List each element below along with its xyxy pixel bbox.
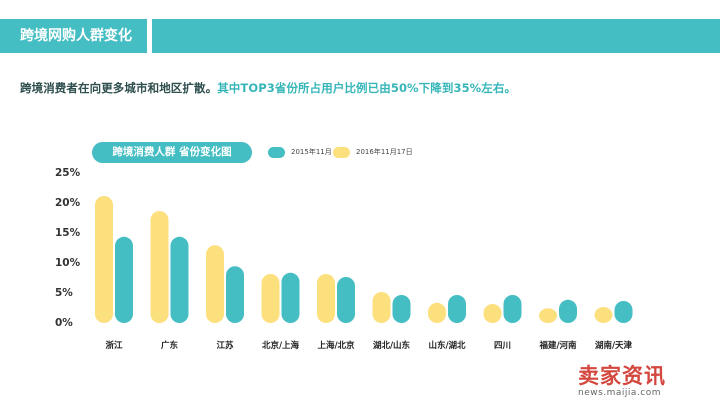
bar-2016 [428, 302, 446, 323]
watermark-url: news.maijia.com [578, 388, 662, 398]
bar-2015 [559, 299, 577, 323]
bar-2016 [95, 196, 113, 323]
x-tick-label: 浙江 [105, 340, 123, 351]
bar-2016 [372, 292, 391, 323]
bar-2015 [226, 266, 244, 323]
bar-2015 [614, 301, 633, 323]
x-tick-label: 四川 [494, 341, 511, 351]
y-tick-label: 20% [55, 197, 81, 209]
legend-item-2015: 2015年11月 [268, 145, 332, 159]
legend-label-2015: 2015年11月 [291, 148, 332, 156]
bar-2016 [539, 308, 557, 323]
chart-title: 跨境消费人群 省份变化图 [92, 142, 252, 163]
watermark-logo: 卖家资讯 [578, 364, 666, 388]
bar-2015 [281, 272, 300, 323]
x-tick-label: 江苏 [216, 340, 234, 351]
header-bar: 跨境网购人群变化 [0, 19, 720, 53]
legend-swatch-2016 [333, 146, 350, 158]
header-title: 跨境网购人群变化 [20, 28, 132, 44]
x-tick-label: 福建/河南 [538, 340, 577, 351]
y-tick-label: 25% [55, 167, 81, 179]
y-tick-label: 15% [55, 227, 81, 239]
legend-label-2016: 2016年11月17日 [356, 148, 413, 156]
bar-2016 [317, 274, 335, 323]
bar-2015 [170, 236, 189, 323]
x-tick-label: 山东/湖北 [428, 340, 466, 351]
x-tick-label: 北京/上海 [262, 340, 300, 351]
y-tick-label: 0% [55, 317, 73, 329]
bar-2015 [448, 295, 466, 323]
x-tick-label: 上海/北京 [317, 340, 355, 351]
header-divider [147, 19, 152, 53]
legend-item-2016: 2016年11月17日 [333, 145, 413, 159]
bar-2016 [483, 304, 502, 323]
bar-2016 [594, 307, 613, 323]
bar-2015 [392, 295, 411, 323]
bar-2016 [206, 245, 224, 323]
page-subtitle: 跨境消费者在向更多城市和地区扩散。其中TOP3省份所占用户比例已由50%下降到3… [20, 80, 516, 96]
subtitle-text: 跨境消费者在向更多城市和地区扩散。 [20, 81, 218, 95]
bar-2015 [337, 277, 355, 323]
y-tick-label: 10% [55, 257, 81, 269]
bar-2015 [503, 295, 522, 323]
x-tick-label: 湖南/天津 [595, 340, 633, 351]
bar-2016 [150, 211, 169, 323]
x-tick-label: 湖北/山东 [373, 340, 411, 351]
subtitle-highlight: 其中TOP3省份所占用户比例已由50%下降到35%左右。 [217, 81, 517, 95]
y-tick-label: 5% [55, 287, 73, 299]
bar-2016 [261, 274, 280, 323]
legend-swatch-2015 [268, 146, 285, 158]
bar-2015 [115, 236, 133, 323]
x-tick-label: 广东 [161, 340, 179, 351]
